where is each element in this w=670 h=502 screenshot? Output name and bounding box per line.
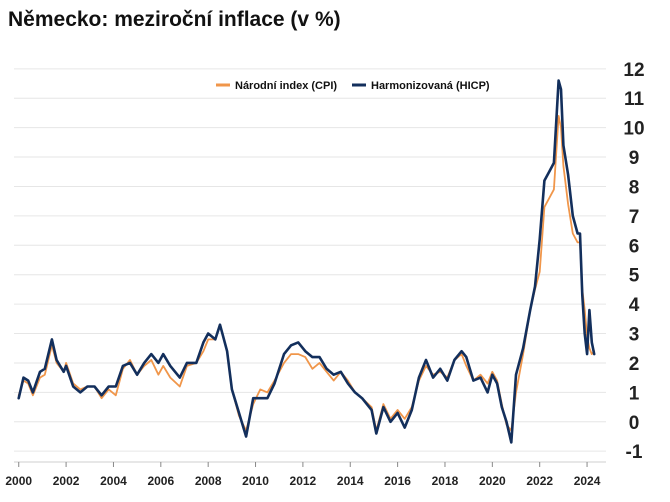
y-tick-label: 6 xyxy=(629,236,640,257)
x-tick-label: 2000 xyxy=(5,474,32,488)
chart-title: Německo: meziroční inflace (v %) xyxy=(8,8,341,31)
x-tick-label: 2002 xyxy=(53,474,80,488)
x-tick-label: 2020 xyxy=(479,474,506,488)
y-tick-label: 4 xyxy=(629,295,640,316)
y-tick-label: 0 xyxy=(629,413,640,434)
grid-lines xyxy=(14,68,606,452)
legend-label: Národní index (CPI) xyxy=(235,80,337,92)
x-tick-label: 2014 xyxy=(337,474,364,488)
x-tick-label: 2016 xyxy=(384,474,411,488)
y-tick-label: 10 xyxy=(623,119,644,140)
y-tick-label: 9 xyxy=(629,148,640,169)
series-lines xyxy=(17,79,596,444)
y-tick-label: 1 xyxy=(629,383,640,404)
x-tick-label: 2012 xyxy=(290,474,317,488)
y-tick-label: 2 xyxy=(629,354,640,375)
y-tick-label: -1 xyxy=(626,442,643,463)
y-tick-label: 11 xyxy=(624,89,645,110)
legend: Národní index (CPI) Harmonizovaná (HICP) xyxy=(216,80,490,92)
y-tick-label: 3 xyxy=(629,325,640,346)
y-tick-label: 5 xyxy=(629,266,640,287)
y-tick-label: 8 xyxy=(629,177,640,198)
legend-label: Harmonizovaná (HICP) xyxy=(371,80,490,92)
x-tick-label: 2006 xyxy=(147,474,174,488)
y-tick-label: 7 xyxy=(629,207,640,228)
x-tick-label: 2010 xyxy=(242,474,269,488)
y-tick-label: 12 xyxy=(623,60,644,81)
x-tick-label: 2018 xyxy=(432,474,459,488)
series-line-cpi xyxy=(17,115,596,432)
series-line-hicp xyxy=(17,79,596,444)
x-tick-label: 2022 xyxy=(526,474,553,488)
x-tick-label: 2024 xyxy=(574,474,601,488)
x-tick-label: 2008 xyxy=(195,474,222,488)
x-tick-label: 2004 xyxy=(100,474,127,488)
